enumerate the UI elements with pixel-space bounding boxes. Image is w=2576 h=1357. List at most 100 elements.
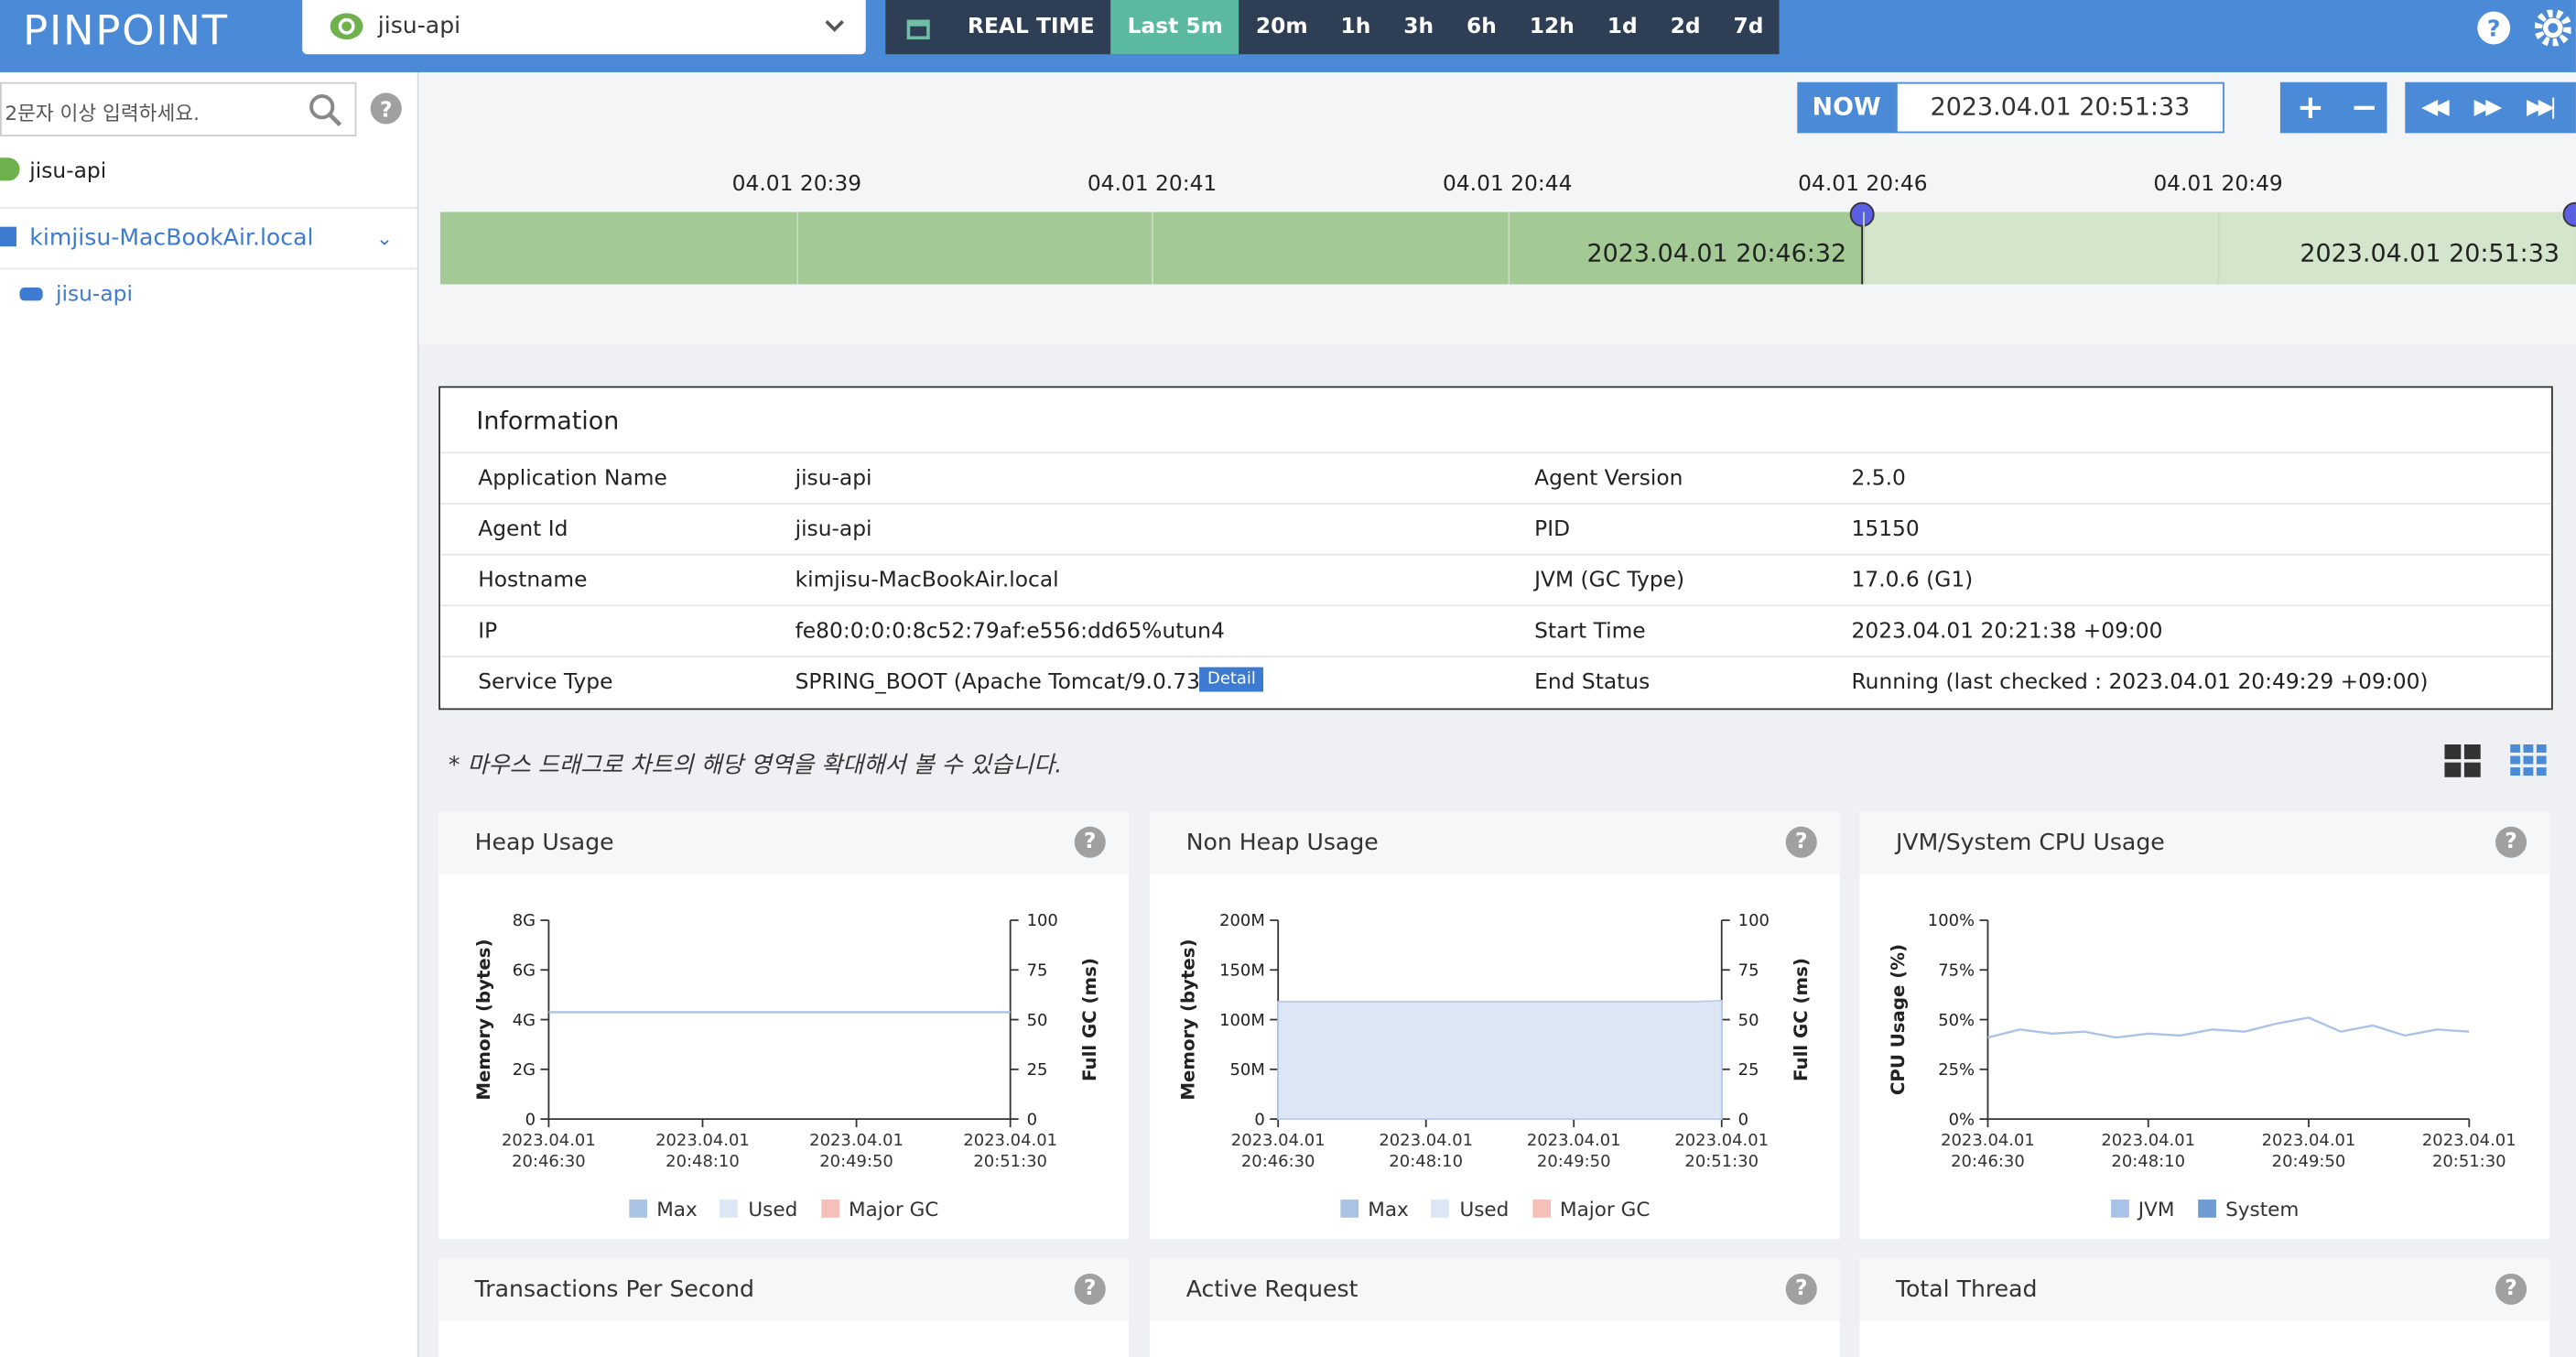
y-tick-label: 8G xyxy=(513,911,536,930)
legend-item[interactable]: JVM xyxy=(2110,1198,2174,1221)
x-tick-label: 2023.04.01 20:48:10 xyxy=(2101,1132,2196,1172)
chart-body: 0 50M 100M 150M 200M 0 25 50 75 100 Full GC (ms) Me… xyxy=(1150,874,1840,1239)
legend-item[interactable]: Major GC xyxy=(1532,1198,1650,1221)
chart-title: Heap Usage xyxy=(474,830,614,856)
range-button[interactable]: 6h xyxy=(1467,15,1497,40)
x-tick-label: 2023.04.01 20:46:30 xyxy=(1230,1132,1326,1172)
chart-panel: Non Heap Usage? 0 50M 100M 150M 200M 0 25 50 75 10… xyxy=(1150,811,1840,1240)
range-selector: REAL TIME Last 5m 20m 1h 3h 6h 12h 1d 2d 7d xyxy=(885,0,1780,55)
range-button[interactable]: 12h xyxy=(1529,15,1575,40)
info-label: IP xyxy=(478,619,498,645)
app-item-name: jisu-api xyxy=(29,159,107,184)
legend-label: Max xyxy=(1368,1198,1409,1221)
sidebar: 2문자 이상 입력하세요. ? jisu-api kimjisu-MacBook… xyxy=(0,71,419,1357)
app-item[interactable]: jisu-api xyxy=(0,157,106,184)
host-name: kimjisu-MacBookAir.local xyxy=(29,224,314,252)
timeline-tick-label: 04.01 20:49 xyxy=(2153,172,2283,198)
range-button[interactable]: 7d xyxy=(1733,15,1764,40)
y-tick-label: 25% xyxy=(1938,1060,1975,1080)
chart-panel: JVM/System CPU Usage? 0% 25% 50% 75% 100% CPU … xyxy=(1859,811,2550,1240)
agent-name: jisu-api xyxy=(56,282,133,308)
x-tick-label: 2023.04.01 20:49:50 xyxy=(1526,1132,1621,1172)
chart-help[interactable]: ? xyxy=(1074,826,1106,858)
drag-hint: * 마우스 드래그로 차트의 해당 영역을 확대해서 볼 수 있습니다. xyxy=(448,752,1063,779)
x-tick-label: 2023.04.01 20:48:10 xyxy=(655,1132,750,1172)
legend-item[interactable]: System xyxy=(2197,1198,2299,1221)
search-help[interactable]: ? xyxy=(370,92,403,125)
selected-time: 2023.04.01 20:46:32 xyxy=(1586,238,1847,268)
nav-end[interactable]: ▶▶| xyxy=(2527,95,2557,121)
timeline-tick-label: 04.01 20:39 xyxy=(731,172,862,198)
legend-item[interactable]: Max xyxy=(1339,1198,1409,1221)
chart-help[interactable]: ? xyxy=(2495,826,2527,858)
x-tick-label: 2023.04.01 20:49:50 xyxy=(2261,1132,2356,1172)
datetime-input[interactable]: 2023.04.01 20:51:33 xyxy=(1895,81,2224,134)
legend-label: Major GC xyxy=(1560,1198,1651,1221)
chart-header: Active Request? xyxy=(1150,1258,1840,1321)
chart-panel: Transactions Per Second? xyxy=(438,1258,1129,1357)
info-label: Application Name xyxy=(478,466,667,492)
legend-label: Used xyxy=(1459,1198,1510,1221)
nav-next[interactable]: ▶▶ xyxy=(2473,95,2503,121)
settings-icon[interactable] xyxy=(2535,9,2571,47)
range-button[interactable]: 1h xyxy=(1340,15,1371,40)
legend: Max Used Major GC xyxy=(1150,1198,1840,1221)
y-axis-label: Memory (bytes) xyxy=(473,939,494,1100)
y-tick-label: 50% xyxy=(1938,1011,1975,1030)
realtime-button[interactable]: REAL TIME xyxy=(968,15,1095,40)
search-input[interactable]: 2문자 이상 입력하세요. xyxy=(0,81,357,136)
host-item[interactable]: kimjisu-MacBookAir.local ⌄ xyxy=(0,207,417,270)
range-button[interactable]: 20m xyxy=(1255,15,1308,40)
chart-panel: Active Request? xyxy=(1150,1258,1840,1357)
logo[interactable]: PINPOINT xyxy=(23,6,229,55)
chart-header: Transactions Per Second? xyxy=(438,1258,1129,1321)
information-title: Information xyxy=(476,406,620,436)
legend-item[interactable]: Used xyxy=(1431,1198,1510,1221)
detail-button[interactable]: Detail xyxy=(1199,667,1264,692)
chart-svg: 0 50M 100M 150M 200M 0 25 50 75 100 Full GC (ms) Me… xyxy=(1178,911,1812,1129)
help-icon[interactable]: ? xyxy=(2475,10,2511,46)
legend-item[interactable]: Used xyxy=(720,1198,797,1221)
legend-label: Max xyxy=(656,1198,698,1221)
svg-text:?: ? xyxy=(380,97,393,122)
y-tick-label: 150M xyxy=(1219,961,1265,981)
range-button[interactable]: Last 5m xyxy=(1110,0,1239,55)
info-value: 2.5.0 xyxy=(1851,466,1906,492)
range-button[interactable]: 2d xyxy=(1670,15,1701,40)
legend-swatch xyxy=(1532,1200,1551,1218)
chart-help[interactable]: ? xyxy=(1074,1273,1106,1305)
range-button[interactable]: 3h xyxy=(1403,15,1434,40)
layout-small[interactable] xyxy=(2510,744,2548,777)
range-button[interactable]: 1d xyxy=(1607,15,1638,40)
chart-help[interactable]: ? xyxy=(2495,1273,2527,1305)
app-selector[interactable]: jisu-api xyxy=(302,0,866,55)
nav-prev[interactable]: ◀◀ xyxy=(2421,95,2450,121)
info-label: Agent Id xyxy=(478,517,568,543)
chart-header: Heap Usage? xyxy=(438,811,1129,874)
y2-tick-label: 75 xyxy=(1738,961,1759,981)
now-button[interactable]: NOW xyxy=(1797,81,1896,134)
zoom-out[interactable]: − xyxy=(2350,87,2378,127)
legend-item[interactable]: Major GC xyxy=(820,1198,938,1221)
chart-help[interactable]: ? xyxy=(1785,1273,1817,1305)
chart-header: Total Thread? xyxy=(1859,1258,2550,1321)
zoom-buttons: + − xyxy=(2279,81,2387,134)
calendar-button[interactable] xyxy=(885,0,951,54)
timeline-tick-label: 04.01 20:46 xyxy=(1798,172,1928,198)
legend-item[interactable]: Max xyxy=(628,1198,698,1221)
chart-svg: 0 2G 4G 6G 8G 0 25 50 75 100 Full GC (ms) Memory (b… xyxy=(473,911,1100,1129)
layout-large[interactable] xyxy=(2444,744,2481,777)
info-label: PID xyxy=(1534,517,1571,543)
zoom-in[interactable]: + xyxy=(2296,87,2324,127)
legend-label: Used xyxy=(748,1198,798,1221)
selected-handle[interactable] xyxy=(1849,201,1875,227)
app-name: jisu-api xyxy=(377,13,461,40)
x-tick-label: 2023.04.01 20:46:30 xyxy=(1941,1132,2035,1172)
chart-help[interactable]: ? xyxy=(1785,826,1817,858)
info-row: IP fe80:0:0:0:8c52:79af:e556:dd65%utun4 St… xyxy=(439,604,2552,657)
y-tick-label: 2G xyxy=(513,1060,536,1080)
info-value: SPRING_BOOT (Apache Tomcat/9.0.73) xyxy=(795,670,1209,696)
agent-item[interactable]: jisu-api xyxy=(19,282,133,308)
y-tick-label: 75% xyxy=(1938,961,1975,981)
